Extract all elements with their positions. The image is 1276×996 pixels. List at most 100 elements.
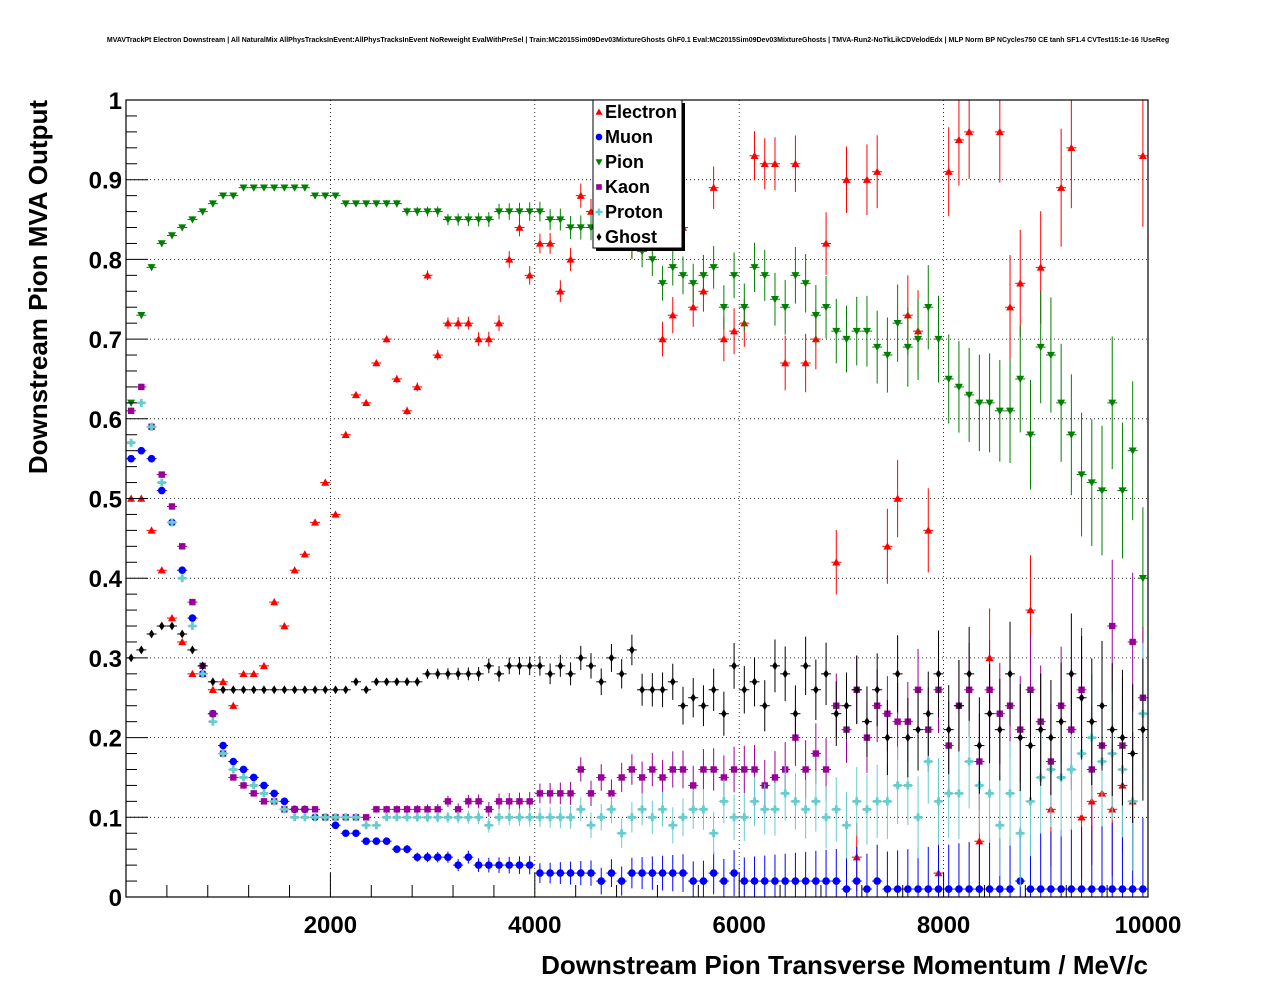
data-point xyxy=(484,821,493,830)
data-point xyxy=(679,869,687,877)
data-point xyxy=(362,398,371,407)
data-point xyxy=(760,159,769,167)
data-point xyxy=(1099,701,1105,711)
data-point xyxy=(321,478,330,486)
data-point xyxy=(689,877,698,885)
data-point xyxy=(413,853,422,861)
data-point xyxy=(822,239,831,247)
data-point xyxy=(997,725,1003,735)
data-point xyxy=(689,805,698,814)
data-point xyxy=(813,685,819,695)
data-point xyxy=(393,845,401,853)
data-point xyxy=(577,653,584,663)
data-point xyxy=(484,216,493,224)
data-point xyxy=(904,885,912,893)
data-point xyxy=(985,789,994,798)
data-point xyxy=(699,877,708,885)
data-point xyxy=(731,661,737,671)
series-muon xyxy=(126,446,1148,897)
data-point xyxy=(322,685,329,695)
data-point xyxy=(566,813,575,822)
data-point xyxy=(341,200,350,208)
data-point xyxy=(852,877,861,885)
data-point xyxy=(771,774,779,781)
data-point xyxy=(444,853,452,861)
data-point xyxy=(1027,741,1034,750)
data-point xyxy=(525,861,534,869)
data-point xyxy=(750,877,759,885)
data-point xyxy=(362,814,370,821)
data-point xyxy=(1077,885,1086,893)
data-point xyxy=(311,518,320,526)
data-point xyxy=(158,471,165,478)
data-point xyxy=(433,853,442,861)
data-point xyxy=(557,790,564,797)
data-point xyxy=(556,287,565,295)
data-point xyxy=(239,669,248,678)
data-point xyxy=(341,430,350,438)
data-point xyxy=(649,766,656,773)
data-point xyxy=(424,806,431,813)
data-point xyxy=(342,685,349,695)
data-point xyxy=(760,272,769,280)
data-point xyxy=(638,805,647,814)
data-point xyxy=(475,669,482,679)
data-point xyxy=(526,661,533,671)
data-point xyxy=(874,685,880,695)
data-point xyxy=(249,184,258,192)
data-point xyxy=(658,335,667,343)
data-point xyxy=(628,766,636,773)
data-point xyxy=(249,781,258,790)
data-point xyxy=(362,200,371,208)
data-point xyxy=(1006,303,1015,311)
data-point xyxy=(556,216,565,224)
data-point xyxy=(445,669,451,679)
data-point xyxy=(823,669,829,679)
data-point xyxy=(394,677,400,687)
data-point xyxy=(505,813,514,822)
data-point xyxy=(240,782,247,789)
data-point xyxy=(924,526,933,534)
data-point xyxy=(1006,885,1014,893)
data-point xyxy=(1036,885,1045,893)
data-point xyxy=(1058,717,1064,727)
data-point xyxy=(515,208,524,216)
data-point xyxy=(1057,399,1066,407)
data-point xyxy=(1128,447,1137,455)
data-point xyxy=(853,685,860,695)
data-point xyxy=(331,510,340,518)
data-point xyxy=(884,733,891,742)
data-point xyxy=(157,566,166,574)
data-point xyxy=(699,272,708,280)
data-point xyxy=(639,685,645,695)
data-point xyxy=(567,669,574,679)
data-point xyxy=(363,685,369,695)
data-point xyxy=(208,200,217,208)
series-ghost xyxy=(126,613,1148,823)
data-point xyxy=(526,798,533,805)
data-point xyxy=(934,797,943,806)
y-tick-label: 0.9 xyxy=(89,168,122,195)
x-tick-label: 8000 xyxy=(917,912,970,939)
data-point xyxy=(934,335,943,344)
data-point xyxy=(515,813,524,822)
data-point xyxy=(1118,885,1127,893)
data-point xyxy=(864,717,870,727)
data-point xyxy=(678,272,687,280)
data-point xyxy=(189,598,196,606)
data-point xyxy=(1118,487,1127,495)
data-point xyxy=(893,319,902,328)
legend-box xyxy=(592,99,683,249)
data-point xyxy=(760,805,769,814)
data-point xyxy=(188,669,197,678)
data-point xyxy=(312,685,318,695)
data-point xyxy=(321,192,330,200)
data-point xyxy=(751,766,758,773)
data-point xyxy=(372,200,381,208)
data-point xyxy=(668,821,677,830)
data-point xyxy=(1027,686,1034,693)
data-point xyxy=(464,813,473,822)
data-point xyxy=(362,821,371,830)
data-point xyxy=(434,806,441,813)
data-point xyxy=(220,685,226,695)
